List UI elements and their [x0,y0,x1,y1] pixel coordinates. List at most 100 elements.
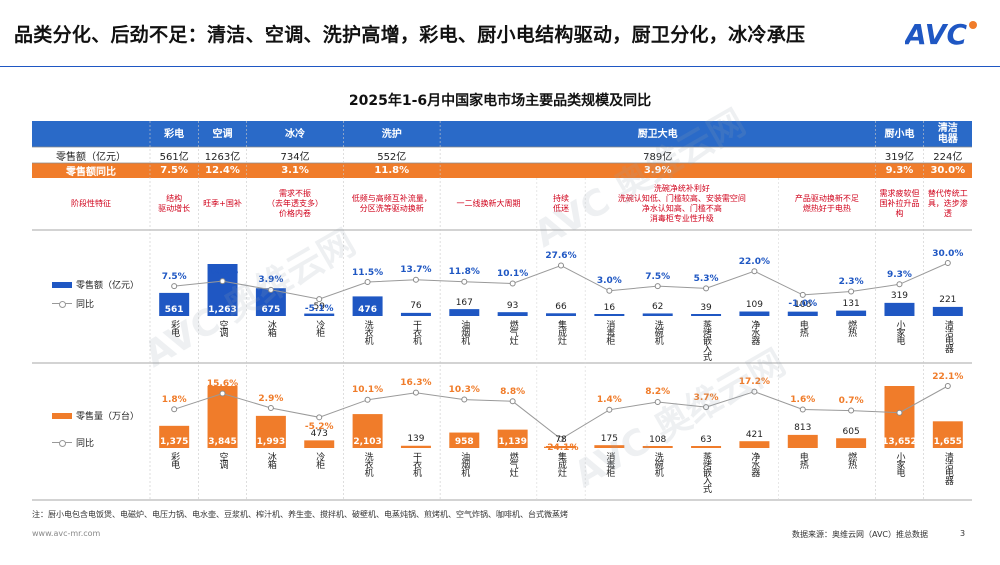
volume-category-label: 油烟机 [459,452,470,476]
volume-bar [449,432,480,448]
revenue-yoy-label: -5.1% [304,303,334,314]
volume-category-label: 小家电 [894,452,905,476]
volume-category-label: 蒸烤嵌入式 [701,452,712,492]
tier-header: 清洁 电器 [937,123,958,145]
tier-header: 空调 [212,128,233,140]
revenue-bar [884,302,915,316]
tier-yoy: 11.8% [374,165,410,176]
volume-bar [400,445,431,448]
revenue-yoy-label: 9.3% [886,269,912,280]
volume-yoy-label: 17.2% [738,377,771,388]
legend-revenue: 零售额（亿元） [52,278,139,291]
volume-yoy-point [267,405,274,412]
volume-bar [739,441,770,448]
revenue-value-label: 62 [651,301,664,312]
revenue-yoy-point [606,287,613,294]
revenue-yoy-label: 30.0% [932,248,964,259]
revenue-value-label: 131 [842,299,860,310]
revenue-bar [352,296,383,316]
revenue-yoy-point [267,286,274,293]
volume-bar [497,429,528,448]
revenue-yoy-label: 27.6% [545,250,577,261]
revenue-yoy-point [751,268,758,275]
revenue-yoy-label: 11.5% [351,267,384,278]
volume-value-label: 108 [649,434,667,445]
legend-revenue-yoy-label: 同比 [76,300,95,310]
revenue-value-label: 675 [261,304,281,315]
revenue-value-label: 1,263 [208,304,237,315]
tier-header: 洗护 [381,128,402,140]
volume-category-label: 冰箱 [265,452,276,468]
revenue-category-label: 冷柜 [314,320,325,336]
legend-line-swatch [52,439,72,447]
revenue-yoy-label: 12.4% [206,266,239,277]
tier-retail: 224亿 [933,151,963,163]
revenue-value-label: 476 [358,304,377,315]
revenue-category-label: 小家电 [894,320,905,344]
volume-category-label: 清洁电器 [942,452,953,484]
volume-yoy-point [606,406,613,413]
volume-yoy-point [944,383,951,390]
tier-feature: 结构 驱动增长 [158,194,191,213]
header-rule [0,66,1000,67]
volume-yoy-point [219,390,226,397]
volume-category-label: 空调 [217,452,228,468]
revenue-bar [497,312,528,316]
volume-bar [884,386,915,448]
volume-yoy-label: 10.3% [448,385,480,396]
volume-bar [787,434,818,448]
volume-yoy-label: 1.4% [596,395,622,406]
volume-value-label: 175 [600,433,618,444]
volume-value-label: 63 [700,434,712,445]
volume-value-label: 473 [310,428,328,439]
revenue-value-label: 93 [506,300,519,311]
revenue-value-label: 39 [700,302,712,313]
volume-yoy-point [364,396,371,403]
revenue-category-label: 燃气灶 [507,320,518,344]
revenue-category-label: 清洁电器 [942,320,953,352]
volume-yoy-label: -1.2% [885,417,914,428]
kitchen-feature: 持续 低迷 [552,194,569,213]
yoy-band [32,163,972,178]
kitchen-feature: 洗碗净统补利好 洗碗认知低、门槛较高、安装需空间 净水认知高、门槛不高 消毒柜专… [617,184,746,223]
volume-yoy-point [848,407,855,414]
footnote: 注：厨小电包含电饭煲、电磁炉、电压力锅、电水壶、豆浆机、榨汁机、养生壶、搅拌机、… [32,510,568,519]
volume-yoy-point [509,398,516,405]
volume-bar [304,440,335,448]
legend-bar-swatch-blue [52,281,72,288]
revenue-yoy-label: 7.5% [645,271,671,282]
revenue-category-label: 集成灶 [556,320,566,344]
revenue-bar [159,292,190,316]
row-label-yoy: 零售额同比 [66,167,116,178]
tier-header: 彩电 [164,128,185,140]
kitchen-feature: 产品驱动换新不足 燃热好于电热 [794,194,859,213]
volume-bar [546,446,576,448]
revenue-bar [255,288,286,316]
row-label-feature: 阶段性特征 [71,199,111,208]
revenue-value-label: 109 [745,300,763,310]
volume-category-label: 净水器 [749,452,760,476]
volume-bar [691,446,722,448]
volume-category-label: 洗衣机 [362,452,373,476]
revenue-bar [739,311,770,316]
legend-volume-yoy: 同比 [52,436,94,449]
revenue-bar [787,311,818,316]
legend-volume-yoy-label: 同比 [76,439,95,449]
volume-yoy-label: 3.7% [693,392,719,403]
revenue-yoy-point [171,283,178,290]
volume-yoy-point [703,404,710,411]
volume-yoy-point [461,396,468,403]
legend-volume-label: 零售量（万台） [76,412,140,422]
volume-value-label: 421 [745,429,763,440]
legend-bar-swatch-orange [52,412,72,419]
revenue-category-label: 油烟机 [459,320,470,344]
revenue-yoy-point [219,278,226,285]
volume-bar [159,425,190,448]
revenue-yoy-label: 11.8% [448,267,480,278]
kitchen-feature: 一二线换新大周期 [456,199,521,208]
volume-yoy-point [896,409,903,416]
revenue-bar [594,314,625,316]
tier-feature: 低频与高频互补流量， 分区洗等驱动换新 [351,194,432,213]
